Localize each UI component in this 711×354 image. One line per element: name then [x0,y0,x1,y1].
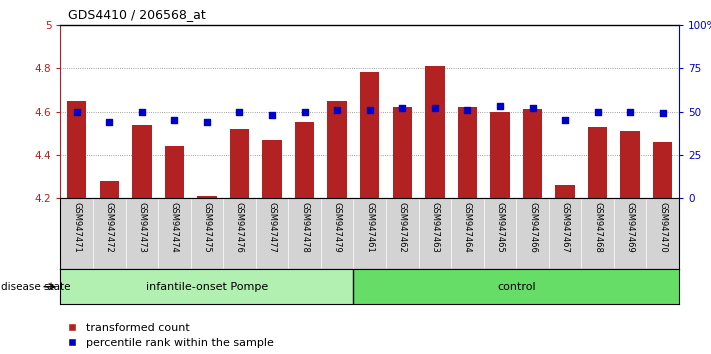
Point [429,105,441,111]
Text: GSM947471: GSM947471 [73,202,81,252]
Text: disease state: disease state [1,282,70,292]
Bar [197,196,217,198]
Text: GSM947472: GSM947472 [105,202,114,252]
Text: GSM947461: GSM947461 [365,202,374,252]
Bar [230,129,250,198]
Bar [327,101,347,198]
Point [71,109,82,114]
Text: GSM947470: GSM947470 [658,202,667,252]
Text: GSM947478: GSM947478 [300,202,309,253]
Point [494,103,506,109]
Bar [353,269,679,304]
Bar [621,131,640,198]
Bar [555,185,574,198]
Bar [67,101,87,198]
Text: GSM947476: GSM947476 [235,202,244,253]
Bar [523,109,542,198]
Text: GSM947467: GSM947467 [560,202,570,253]
Bar [490,112,510,198]
Bar [100,181,119,198]
Text: control: control [497,282,535,292]
Text: GSM947468: GSM947468 [593,202,602,253]
Point [331,107,343,113]
Legend: transformed count, percentile rank within the sample: transformed count, percentile rank withi… [66,322,274,348]
Point [397,105,408,111]
Text: GSM947477: GSM947477 [267,202,277,253]
Point [461,107,473,113]
Point [299,109,310,114]
Point [104,119,115,125]
Point [201,119,213,125]
Text: GSM947463: GSM947463 [430,202,439,253]
Text: GSM947475: GSM947475 [203,202,211,252]
Point [169,118,180,123]
Bar [425,66,444,198]
Text: GDS4410 / 206568_at: GDS4410 / 206568_at [68,8,205,21]
Text: GSM947479: GSM947479 [333,202,342,252]
Bar [60,269,353,304]
Bar [588,127,607,198]
Text: GSM947465: GSM947465 [496,202,504,252]
Text: infantile-onset Pompe: infantile-onset Pompe [146,282,268,292]
Bar [132,125,151,198]
Bar [653,142,673,198]
Point [364,107,375,113]
Text: GSM947474: GSM947474 [170,202,179,252]
Bar [392,107,412,198]
Text: GSM947466: GSM947466 [528,202,537,253]
Bar [295,122,314,198]
Point [527,105,538,111]
Text: GSM947473: GSM947473 [137,202,146,253]
Point [267,112,278,118]
Bar [458,107,477,198]
Text: GSM947462: GSM947462 [397,202,407,252]
Text: GSM947464: GSM947464 [463,202,472,252]
Bar [360,73,380,198]
Point [592,109,604,114]
Point [624,109,636,114]
Text: GSM947469: GSM947469 [626,202,635,252]
Point [657,110,668,116]
Point [234,109,245,114]
Point [136,109,147,114]
Bar [165,146,184,198]
Bar [262,140,282,198]
Point [560,118,571,123]
